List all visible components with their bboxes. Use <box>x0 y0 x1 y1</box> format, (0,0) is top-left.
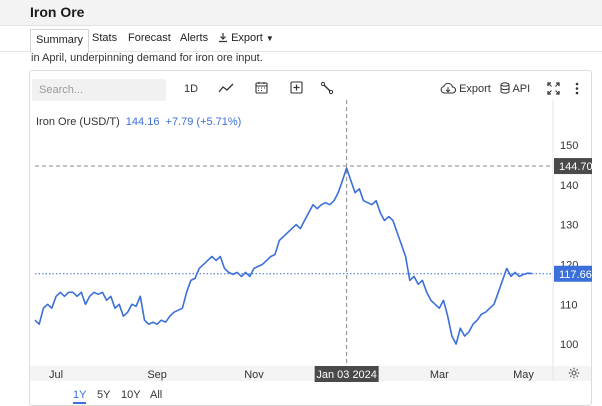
search-input[interactable] <box>32 79 166 101</box>
last-price-tag <box>554 265 592 282</box>
legend-change: +7.79 (+5.71%) <box>165 116 242 128</box>
legend-series-name: Iron Ore (USD/T) <box>36 116 120 128</box>
cloud-download-icon <box>440 82 456 95</box>
interval-button[interactable]: 1D <box>184 83 199 95</box>
api-label: API <box>512 83 531 95</box>
crosshair-date-label: Jan 03 2024 <box>316 369 377 381</box>
fullscreen-icon[interactable] <box>547 82 560 95</box>
price-series-line <box>34 167 532 345</box>
x-tick-label: Mar <box>430 369 449 381</box>
export-chart-button[interactable]: Export <box>440 81 491 97</box>
y-tick-label: 100 <box>560 339 578 351</box>
y-tick-label: 110 <box>560 299 578 311</box>
y-tick-label: 130 <box>560 220 578 232</box>
x-axis-strip <box>30 366 591 381</box>
database-icon <box>500 82 510 94</box>
x-tick-label: Sep <box>147 369 167 381</box>
article-text: in April, underpinning demand for iron o… <box>31 52 263 64</box>
crosshair-price-tag <box>554 158 592 175</box>
api-button[interactable]: API <box>500 81 530 97</box>
crosshair-price-label: 144.70 <box>559 161 593 173</box>
export-chart-label: Export <box>459 83 491 95</box>
page-header: Iron Ore <box>0 0 602 26</box>
tab-stats[interactable]: Stats <box>92 32 118 44</box>
draw-tool-icon[interactable] <box>320 81 334 95</box>
crosshair-date-tag <box>314 366 379 382</box>
x-tick-label: May <box>513 369 534 381</box>
tab-forecast[interactable]: Forecast <box>128 32 171 44</box>
last-price-label: 117.66 <box>559 269 592 281</box>
settings-gear-icon[interactable] <box>568 367 580 379</box>
x-tick-label: Nov <box>244 369 264 381</box>
chart-widget <box>29 70 592 406</box>
y-tick-label: 150 <box>560 140 578 152</box>
page-title: Iron Ore <box>30 4 85 20</box>
more-vert-icon[interactable] <box>575 82 579 95</box>
add-indicator-icon[interactable] <box>290 81 303 94</box>
x-tick-label: Jul <box>49 369 63 381</box>
y-tick-label: 140 <box>560 180 578 192</box>
range-all-button[interactable]: All <box>150 389 163 401</box>
download-icon <box>218 32 228 46</box>
tab-export-label: Export <box>231 32 263 44</box>
range-1y-button[interactable]: 1Y <box>73 389 87 404</box>
tab-summary[interactable]: Summary <box>30 29 90 53</box>
tab-export[interactable]: Export ▼ <box>218 32 274 46</box>
chart-legend: Iron Ore (USD/T) 144.16 +7.79 (+5.71%) <box>36 116 241 128</box>
range-10y-button[interactable]: 10Y <box>121 389 141 401</box>
calendar-icon[interactable] <box>255 81 268 94</box>
line-chart-icon[interactable] <box>218 82 234 94</box>
tab-bar: Summary Stats Forecast Alerts Export ▼ <box>0 26 602 53</box>
caret-down-icon: ▼ <box>265 34 274 43</box>
range-5y-button[interactable]: 5Y <box>97 389 111 401</box>
legend-price: 144.16 <box>125 116 160 128</box>
tab-alerts[interactable]: Alerts <box>180 32 209 44</box>
